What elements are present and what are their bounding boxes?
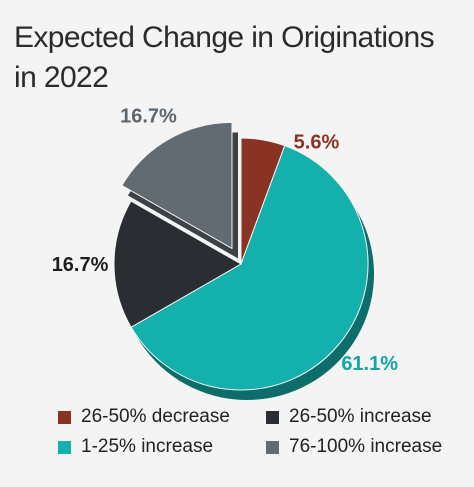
pie-slice-26-50-increase bbox=[113, 200, 243, 328]
legend-label: 76-100% increase bbox=[289, 436, 443, 457]
chart-title-line-2: in 2022 bbox=[14, 61, 109, 94]
legend-label: 26-50% decrease bbox=[81, 406, 230, 427]
data-label-1-25-increase: 61.1% bbox=[341, 353, 398, 375]
chart-title-line-1: Expected Change in Originations bbox=[14, 21, 435, 54]
pie-chart: 5.6% 61.1% 16.7% 16.7% bbox=[52, 105, 399, 400]
legend-item-76-100-increase: 76-100% increase bbox=[266, 435, 466, 459]
legend-label: 1-25% increase bbox=[81, 436, 214, 457]
legend-swatch bbox=[58, 440, 71, 454]
legend-item-1-25-increase: 1-25% increase bbox=[58, 435, 266, 459]
data-label-26-50-decrease: 5.6% bbox=[294, 131, 340, 153]
data-label-76-100-increase: 16.7% bbox=[120, 105, 177, 127]
legend-item-26-50-increase: 26-50% increase bbox=[266, 405, 466, 429]
pie-slices bbox=[113, 121, 369, 391]
data-labels: 5.6% 61.1% 16.7% 16.7% bbox=[52, 105, 399, 374]
chart-title: Expected Change in Originations in 2022 bbox=[14, 18, 454, 98]
legend-swatch bbox=[58, 410, 71, 424]
data-label-26-50-increase: 16.7% bbox=[52, 254, 109, 276]
legend-swatch bbox=[266, 410, 279, 424]
pie-slice-1-25-increase bbox=[130, 145, 369, 391]
legend-item-26-50-decrease: 26-50% decrease bbox=[58, 405, 266, 429]
pie-slice-76-100-increase bbox=[121, 121, 233, 250]
chart-legend: 26-50% decrease 26-50% increase 1-25% incr… bbox=[58, 405, 458, 459]
legend-swatch bbox=[266, 440, 279, 454]
legend-label: 26-50% increase bbox=[289, 406, 432, 427]
